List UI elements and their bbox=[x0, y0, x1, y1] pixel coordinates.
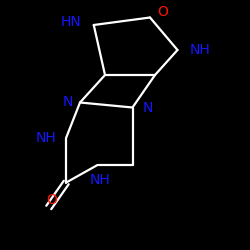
Text: NH: NH bbox=[190, 43, 211, 57]
Text: NH: NH bbox=[36, 130, 56, 144]
Text: N: N bbox=[62, 96, 72, 110]
Text: N: N bbox=[142, 100, 153, 114]
Text: NH: NH bbox=[90, 173, 110, 187]
Text: O: O bbox=[46, 193, 57, 207]
Text: HN: HN bbox=[60, 16, 81, 30]
Text: O: O bbox=[158, 6, 168, 20]
